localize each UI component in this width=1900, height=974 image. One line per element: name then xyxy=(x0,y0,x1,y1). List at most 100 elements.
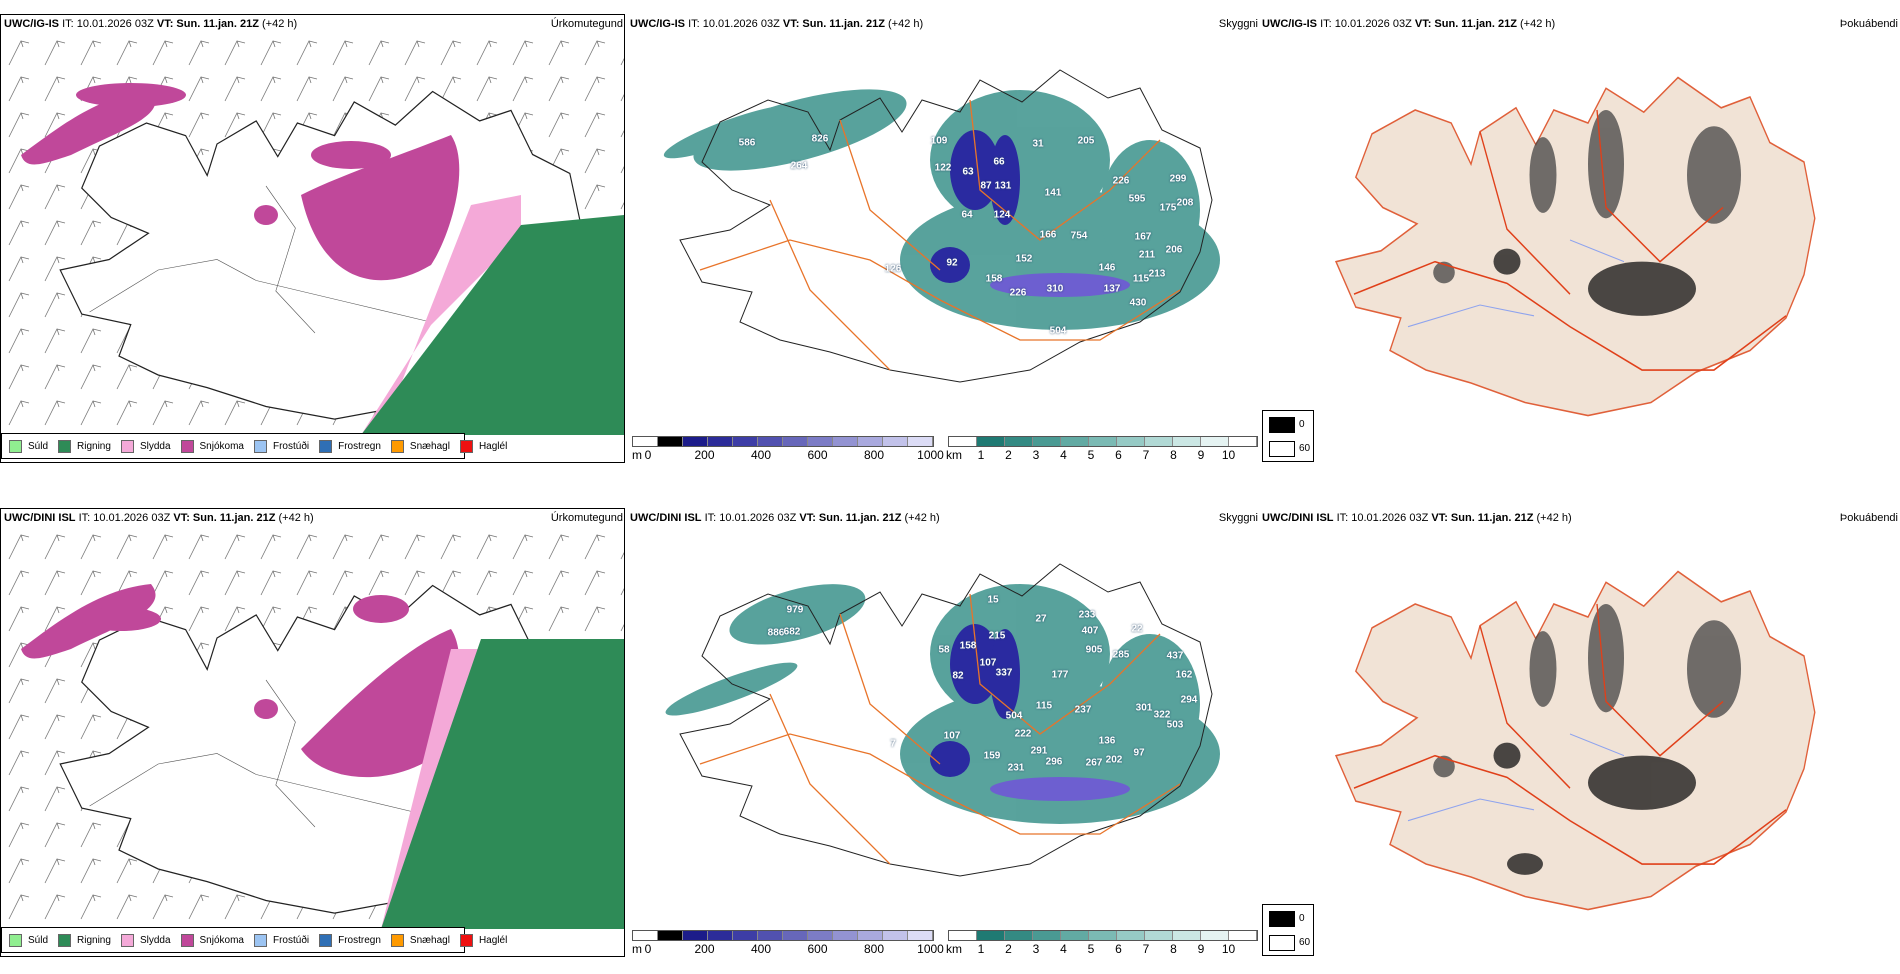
visibility-value-label: 175 xyxy=(1159,202,1177,214)
tick-label: 7 xyxy=(1142,448,1150,462)
legend-swatch xyxy=(58,439,72,453)
visibility-value-label: 177 xyxy=(1051,669,1069,681)
lead-time: (+42 h) xyxy=(262,18,298,30)
visibility-value-label: 22 xyxy=(1131,623,1143,635)
visibility-value-label: 754 xyxy=(1070,230,1088,242)
color-step xyxy=(658,437,683,446)
legend-item-3: Snjókoma xyxy=(180,439,244,453)
visibility-value-label: 158 xyxy=(985,273,1003,285)
tick-label: 9 xyxy=(1197,448,1205,462)
color-step xyxy=(1229,437,1257,446)
visibility-value-label: 285 xyxy=(1112,649,1130,661)
color-step xyxy=(758,931,783,940)
precip-type-legend: Súld Rigning Slydda Snjókoma Frostúði Frostre… xyxy=(1,927,507,953)
visibility-value-label: 107 xyxy=(943,730,961,742)
model-name: UWC/DINI ISL xyxy=(1262,512,1334,524)
color-step xyxy=(1229,931,1257,940)
legend-item-0: Súld xyxy=(9,933,48,947)
legend-label: Slydda xyxy=(139,934,171,946)
color-step xyxy=(1089,931,1117,940)
tick-label: 2 xyxy=(1005,942,1012,956)
color-step xyxy=(977,931,1005,940)
legend-item-3: Snjókoma xyxy=(180,933,244,947)
legend-item-4: Frostúði xyxy=(253,439,309,453)
precip-type-map xyxy=(1,35,624,435)
visibility-value-label: 682 xyxy=(783,626,801,638)
tick-label: 8 xyxy=(1170,448,1177,462)
visibility-value-label: 294 xyxy=(1180,694,1198,706)
forecast-row-0: Súld Rigning Slydda Snjókoma Frostúði Frostre… xyxy=(0,0,1900,480)
fog-legend-swatch xyxy=(1269,417,1295,433)
visibility-value-label: 131 xyxy=(994,180,1012,192)
rain-area xyxy=(381,639,624,929)
model-name: UWC/DINI ISL xyxy=(630,512,702,524)
ceiling-ticks: 0 200 400 600 800 1000 xyxy=(632,942,944,956)
rain-area xyxy=(361,215,624,435)
lead-time: (+42 h) xyxy=(904,512,940,524)
init-time: IT: 10.01.2026 03Z xyxy=(688,18,780,30)
color-step xyxy=(949,437,977,446)
precip-type-panel: Súld Rigning Slydda Snjókoma Frostúði Frostre… xyxy=(0,14,625,463)
color-step xyxy=(1173,437,1201,446)
tick-label: 0 xyxy=(644,448,652,462)
legend-label: Frostúði xyxy=(272,934,310,946)
legend-label: Haglél xyxy=(478,934,508,946)
valid-time: VT: Sun. 11.jan. 21Z xyxy=(782,18,885,30)
visibility-value-label: 504 xyxy=(1005,710,1023,722)
color-step xyxy=(808,931,833,940)
tick-label: 6 xyxy=(1115,942,1122,956)
visibility-value-label: 504 xyxy=(1049,325,1067,337)
precip-type-legend: Súld Rigning Slydda Snjókoma Frostúði Frostre… xyxy=(1,433,507,459)
visibility-value-label: 979 xyxy=(786,604,804,616)
tick-label: 3 xyxy=(1032,448,1040,462)
color-step xyxy=(1145,437,1173,446)
visibility-value-label: 166 xyxy=(1039,229,1057,241)
valid-time: VT: Sun. 11.jan. 21Z xyxy=(1414,18,1517,30)
tick-label: 200 xyxy=(694,448,715,462)
fog-legend-swatch xyxy=(1269,441,1295,457)
color-step xyxy=(633,437,658,446)
legend-swatch xyxy=(58,933,72,947)
visibility-value-label: 92 xyxy=(946,257,958,269)
tick-label: 1 xyxy=(977,448,985,462)
tick-label: 5 xyxy=(1087,448,1095,462)
visibility-value-label: 299 xyxy=(1169,173,1187,185)
color-step xyxy=(1117,437,1145,446)
tick-label: 1 xyxy=(977,942,985,956)
visibility-value-label: 31 xyxy=(1032,138,1044,150)
legend-label: Frostregn xyxy=(338,934,381,946)
visibility-value-label: 213 xyxy=(1148,268,1166,280)
visibility-colorbar xyxy=(948,930,1258,941)
visibility-ticks: 1 2 3 4 5 6 7 8 9 10 xyxy=(948,942,1258,956)
legend-label: Snjókoma xyxy=(199,934,244,946)
color-step xyxy=(1145,931,1173,940)
tick-label: 5 xyxy=(1087,942,1095,956)
legend-swatch xyxy=(390,933,404,947)
tick-label: 3 xyxy=(1032,942,1040,956)
visibility-value-label: 886 xyxy=(767,627,785,639)
tick-label: 6 xyxy=(1115,448,1122,462)
tick-label: 4 xyxy=(1060,942,1067,956)
tick-label: 2 xyxy=(1005,448,1012,462)
snow-area xyxy=(21,584,460,778)
color-step xyxy=(883,931,908,940)
legend-item-6: Snæhagl xyxy=(390,933,450,947)
visibility-value-label: 301 xyxy=(1135,702,1153,714)
sleet-area xyxy=(361,195,521,435)
color-step xyxy=(858,931,883,940)
tick-label: 9 xyxy=(1197,942,1205,956)
tick-label: 10 xyxy=(1221,942,1236,956)
visibility-value-label: 211 xyxy=(1138,249,1156,261)
legend-label: Rigning xyxy=(77,440,111,452)
legend-label: Slydda xyxy=(139,440,171,452)
visibility-value-label: 222 xyxy=(1014,728,1032,740)
legend-label: Haglél xyxy=(478,440,508,452)
fog-legend-label: 0 xyxy=(1299,419,1305,430)
ceiling-colorbar xyxy=(632,930,934,941)
fog-legend-label: 0 xyxy=(1299,913,1305,924)
visibility-value-label: 159 xyxy=(983,750,1001,762)
tick-label: 200 xyxy=(694,942,715,956)
legend-swatch xyxy=(120,933,134,947)
visibility-value-label: 136 xyxy=(1098,735,1116,747)
visibility-value-label: 206 xyxy=(1165,244,1183,256)
